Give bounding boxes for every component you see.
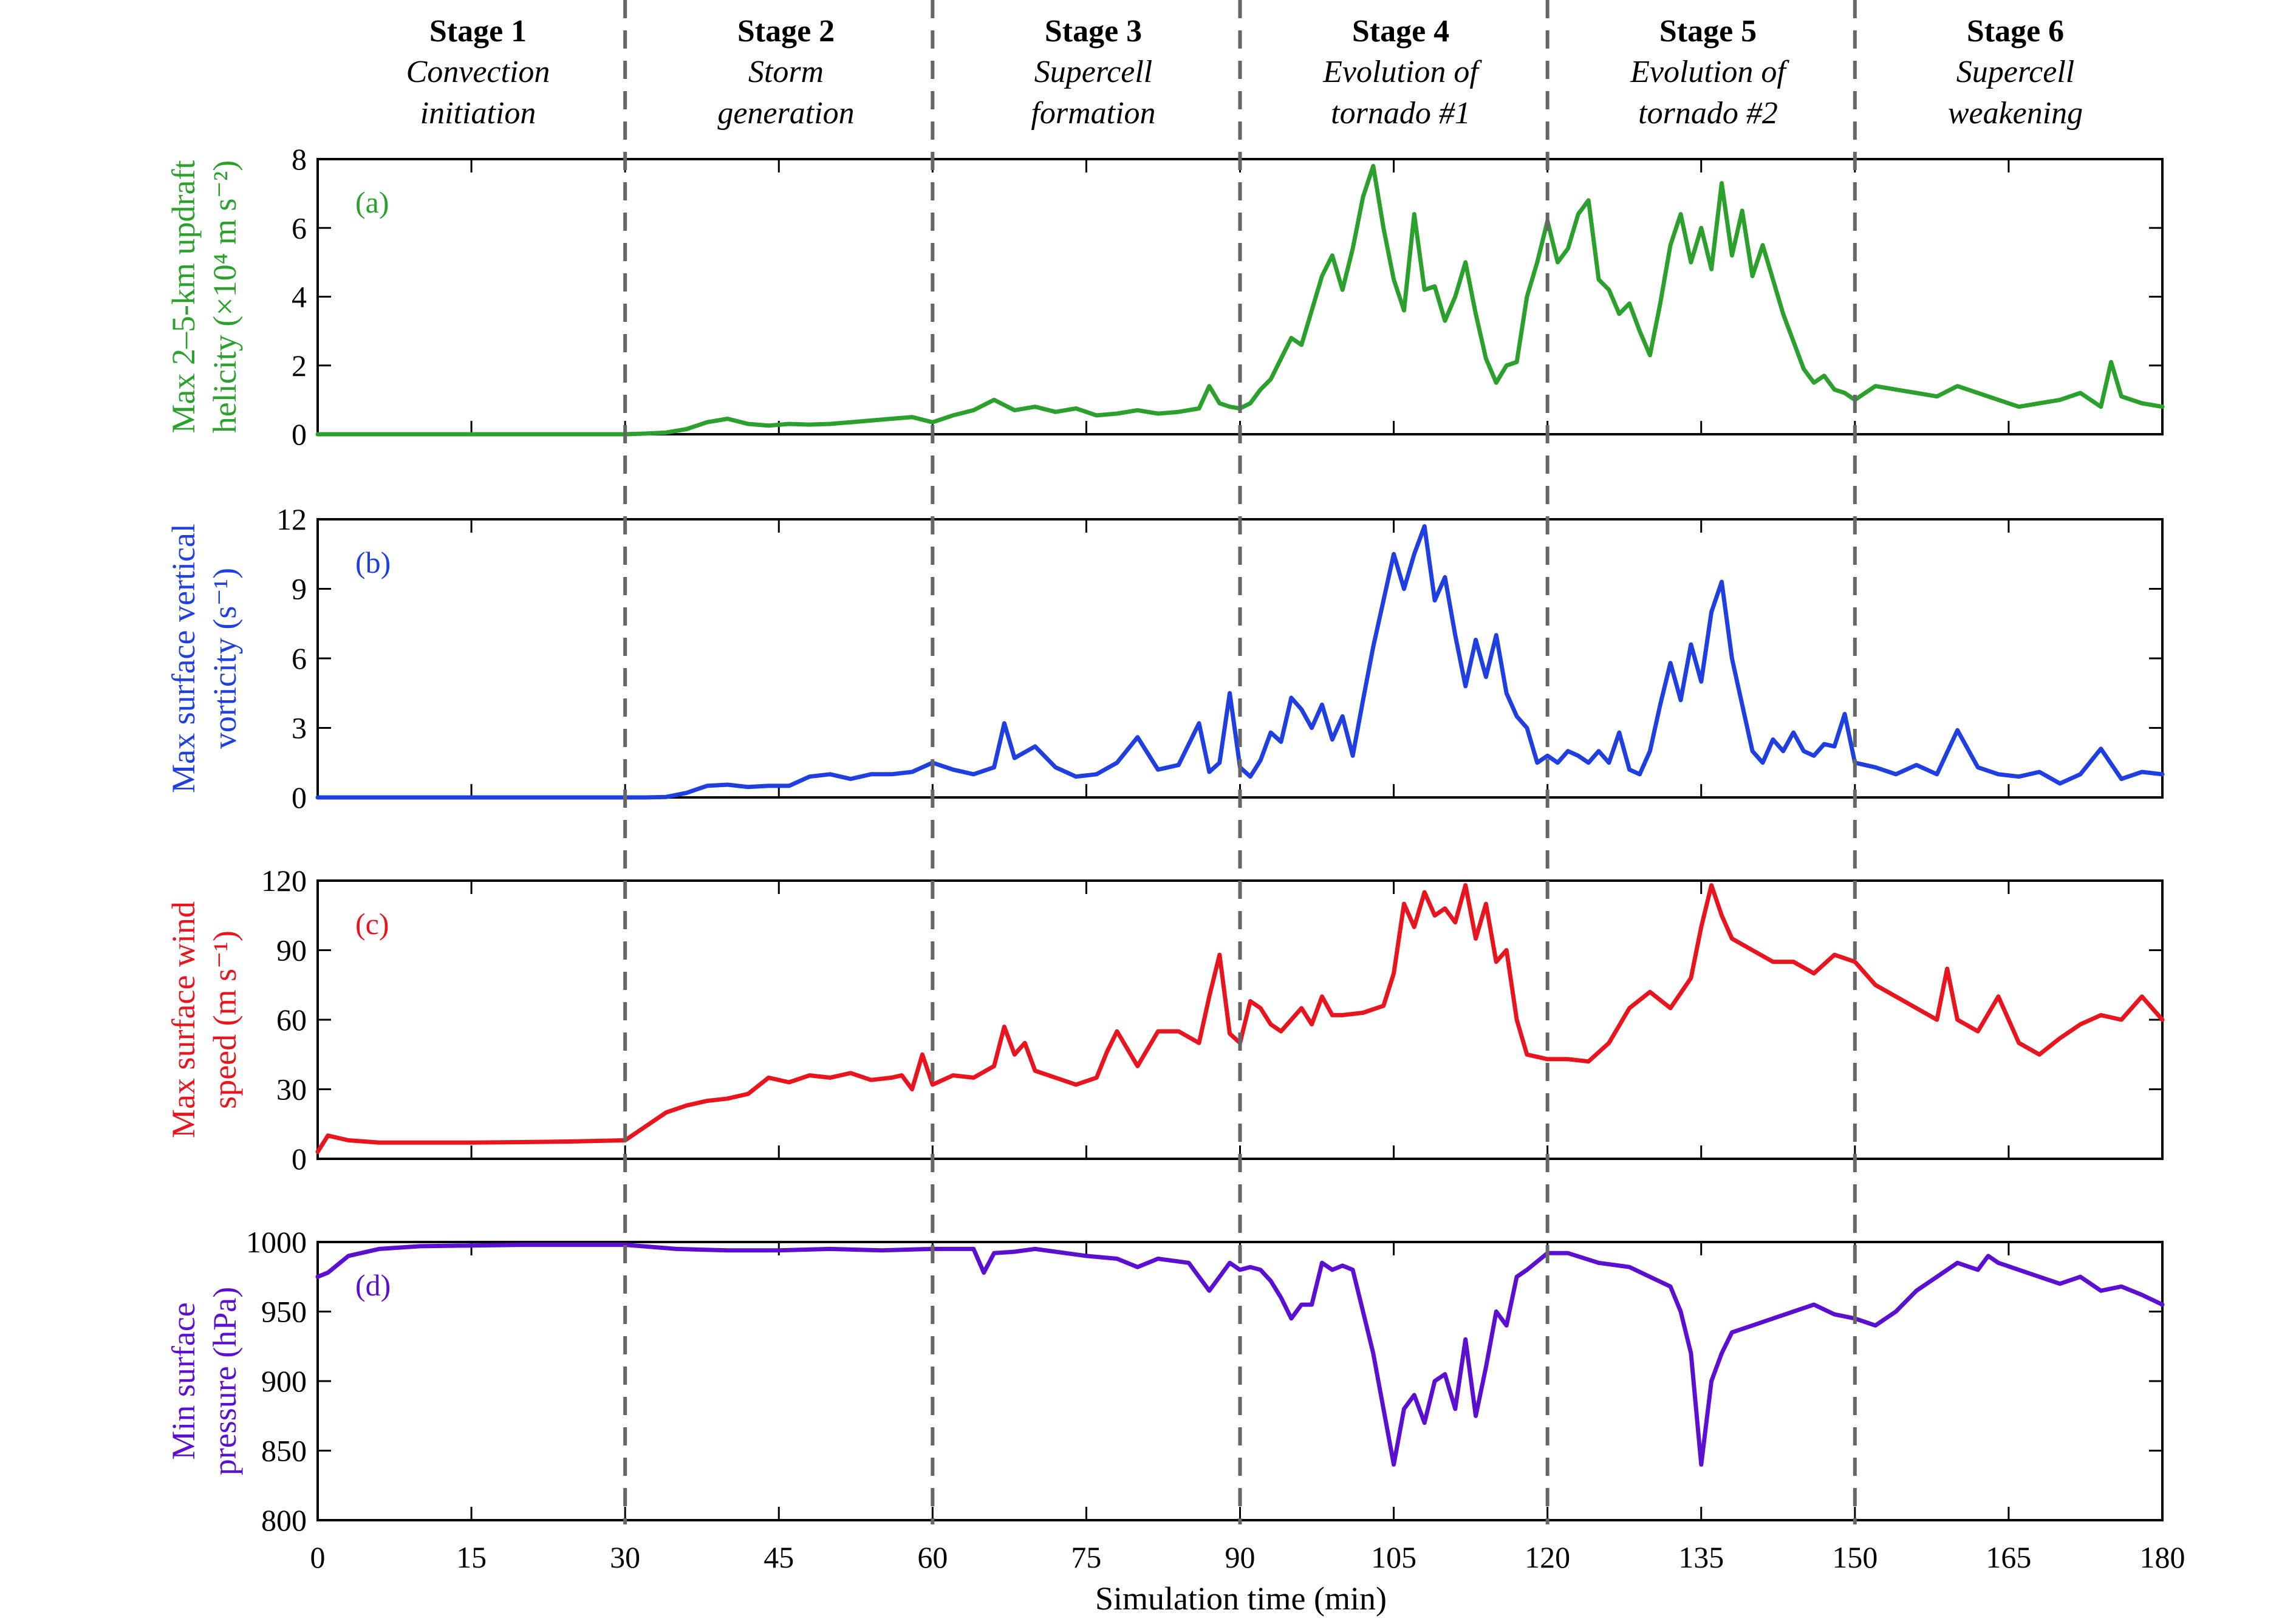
y-axis-label-line1-b: Max surface vertical — [165, 524, 202, 793]
x-tick-label: 30 — [610, 1540, 640, 1574]
y-tick-label-a: 0 — [292, 417, 307, 451]
y-axis-label-line2-d: pressure (hPa) — [207, 1287, 243, 1475]
y-tick-label-a: 8 — [292, 142, 307, 176]
y-tick-label-b: 9 — [292, 572, 307, 606]
y-axis-label-line1-c: Max surface wind — [165, 901, 202, 1138]
stage-4-desc-line1: Evolution of — [1322, 55, 1482, 89]
y-axis-label-line2-b: vorticity (s⁻¹) — [207, 568, 243, 749]
panel-label-c: (c) — [355, 907, 389, 941]
y-axis-label-line2-a: helicity (×10⁴ m s⁻²) — [207, 160, 243, 433]
stage-2-desc-line1: Storm — [748, 55, 824, 89]
y-tick-label-c: 60 — [276, 1003, 307, 1037]
x-axis: 0 15 30 45 60 75 90 105 120 135 150 165 180 — [310, 1540, 2185, 1574]
y-axis-label-line1-d: Min surface — [165, 1302, 202, 1459]
stage-1-desc-line2: initiation — [420, 96, 536, 131]
panel-a: 0 2 4 6 8 (a) Max 2–5-km updraft helicity (×10⁴… — [165, 142, 2165, 451]
stage-3-label: Stage 3 — [1045, 14, 1142, 49]
stage-4-desc-line2: tornado #1 — [1331, 96, 1471, 131]
y-tick-label-b: 3 — [292, 711, 307, 745]
x-axis-label: Simulation time (min) — [1095, 1580, 1387, 1617]
stage-6-desc-line1: Supercell — [1956, 55, 2074, 89]
stage-boundary-lines — [623, 0, 1857, 1524]
x-tick-label: 15 — [456, 1540, 487, 1574]
x-tick-label: 105 — [1371, 1540, 1416, 1574]
stage-6-desc-line2: weakening — [1948, 96, 2083, 131]
y-tick-label-c: 120 — [261, 864, 307, 898]
chart-panels: 0 2 4 6 8 (a) Max 2–5-km updraft helicity (×10⁴… — [165, 142, 2165, 1537]
x-tick-label: 75 — [1071, 1540, 1101, 1574]
stage-6-label: Stage 6 — [1967, 14, 2064, 49]
x-tick-label: 60 — [917, 1540, 948, 1574]
y-tick-label-a: 2 — [292, 349, 307, 383]
stage-2-desc-line2: generation — [717, 96, 854, 131]
y-axis-label-line1-a: Max 2–5-km updraft — [165, 160, 202, 434]
panel-label-d: (d) — [355, 1268, 391, 1302]
y-tick-label-c: 30 — [276, 1073, 307, 1107]
y-tick-label-a: 4 — [292, 280, 307, 314]
y-tick-label-d: 950 — [261, 1295, 307, 1329]
y-tick-label-b: 12 — [276, 502, 307, 536]
panel-d: 800 850 900 950 1000 (d) Min surface pressure (… — [165, 1225, 2165, 1537]
series-line-b — [315, 524, 2165, 800]
y-tick-label-c: 90 — [276, 933, 307, 967]
stage-5-desc-line2: tornado #2 — [1638, 96, 1778, 131]
stage-5-desc-line1: Evolution of — [1630, 55, 1789, 89]
series-line-d — [315, 1243, 2165, 1467]
stage-2-label: Stage 2 — [737, 14, 835, 49]
panel-label-a: (a) — [355, 185, 389, 219]
x-tick-label: 45 — [764, 1540, 794, 1574]
y-tick-label-c: 0 — [292, 1142, 307, 1176]
y-tick-label-d: 850 — [261, 1434, 307, 1468]
stage-header-5: Stage 5 Evolution of tornado #2 — [1630, 14, 1789, 131]
panel-c: 0 30 60 90 120 (c) Max surface wind speed (m s⁻… — [165, 864, 2165, 1176]
stage-4-label: Stage 4 — [1352, 14, 1449, 49]
x-tick-label: 120 — [1525, 1540, 1570, 1574]
series-line-a — [315, 163, 2165, 437]
y-tick-label-a: 6 — [292, 211, 307, 245]
panel-b: 0 3 6 9 12 (b) Max surface vertical vorticity (… — [165, 502, 2165, 814]
stage-1-desc-line1: Convection — [406, 55, 550, 89]
y-axis-label-c: Max surface wind speed (m s⁻¹) — [165, 901, 243, 1138]
x-tick-label: 150 — [1832, 1540, 1877, 1574]
stage-header-4: Stage 4 Evolution of tornado #1 — [1322, 14, 1482, 131]
stage-header-3: Stage 3 Supercell formation — [1031, 14, 1155, 131]
stage-header-6: Stage 6 Supercell weakening — [1948, 14, 2083, 131]
y-tick-label-b: 6 — [292, 641, 307, 675]
y-axis-label-a: Max 2–5-km updraft helicity (×10⁴ m s⁻²) — [165, 160, 243, 434]
panel-label-b: (b) — [355, 545, 391, 579]
series-line-c — [315, 883, 2165, 1154]
x-tick-label: 90 — [1225, 1540, 1256, 1574]
y-axis-label-b: Max surface vertical vorticity (s⁻¹) — [165, 524, 243, 793]
y-axis-label-d: Min surface pressure (hPa) — [165, 1287, 243, 1475]
x-tick-label: 165 — [1986, 1540, 2031, 1574]
x-tick-label: 180 — [2140, 1540, 2185, 1574]
x-tick-label: 0 — [310, 1540, 326, 1574]
x-tick-label: 135 — [1678, 1540, 1724, 1574]
y-axis-label-line2-c: speed (m s⁻¹) — [207, 930, 243, 1109]
stage-3-desc-line1: Supercell — [1034, 55, 1152, 89]
stage-header-1: Stage 1 Convection initiation — [406, 14, 550, 131]
y-tick-label-d: 800 — [261, 1503, 307, 1537]
stage-1-label: Stage 1 — [429, 14, 527, 49]
y-tick-label-b: 0 — [292, 780, 307, 814]
stage-3-desc-line2: formation — [1031, 96, 1155, 131]
y-tick-label-d: 1000 — [246, 1225, 307, 1259]
y-tick-label-d: 900 — [261, 1364, 307, 1398]
stage-header-2: Stage 2 Storm generation — [717, 14, 854, 131]
stage-headers: Stage 1 Convection initiation Stage 2 St… — [406, 14, 2083, 131]
stage-5-label: Stage 5 — [1659, 14, 1757, 49]
